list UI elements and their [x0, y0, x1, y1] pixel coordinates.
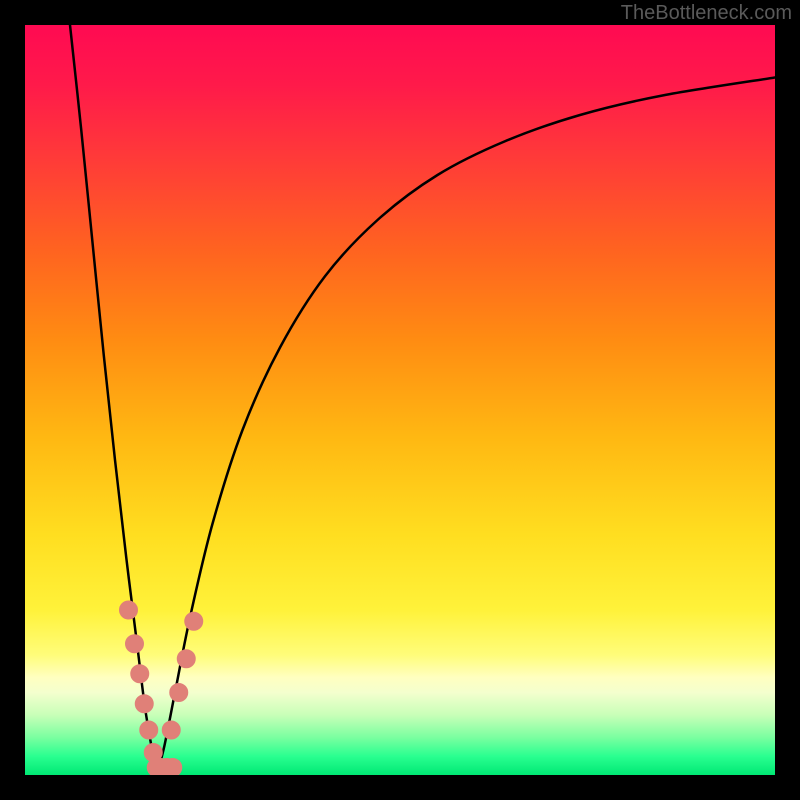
data-marker	[177, 650, 195, 668]
data-marker	[120, 601, 138, 619]
data-marker	[170, 684, 188, 702]
data-marker	[162, 721, 180, 739]
chart-background	[25, 25, 775, 775]
chart-root: TheBottleneck.com	[0, 0, 800, 800]
watermark-text: TheBottleneck.com	[621, 2, 792, 25]
bottleneck-chart	[0, 0, 800, 800]
data-marker	[131, 665, 149, 683]
data-marker	[140, 721, 158, 739]
data-marker	[185, 612, 203, 630]
data-marker	[164, 759, 182, 777]
data-marker	[126, 635, 144, 653]
data-marker	[135, 695, 153, 713]
